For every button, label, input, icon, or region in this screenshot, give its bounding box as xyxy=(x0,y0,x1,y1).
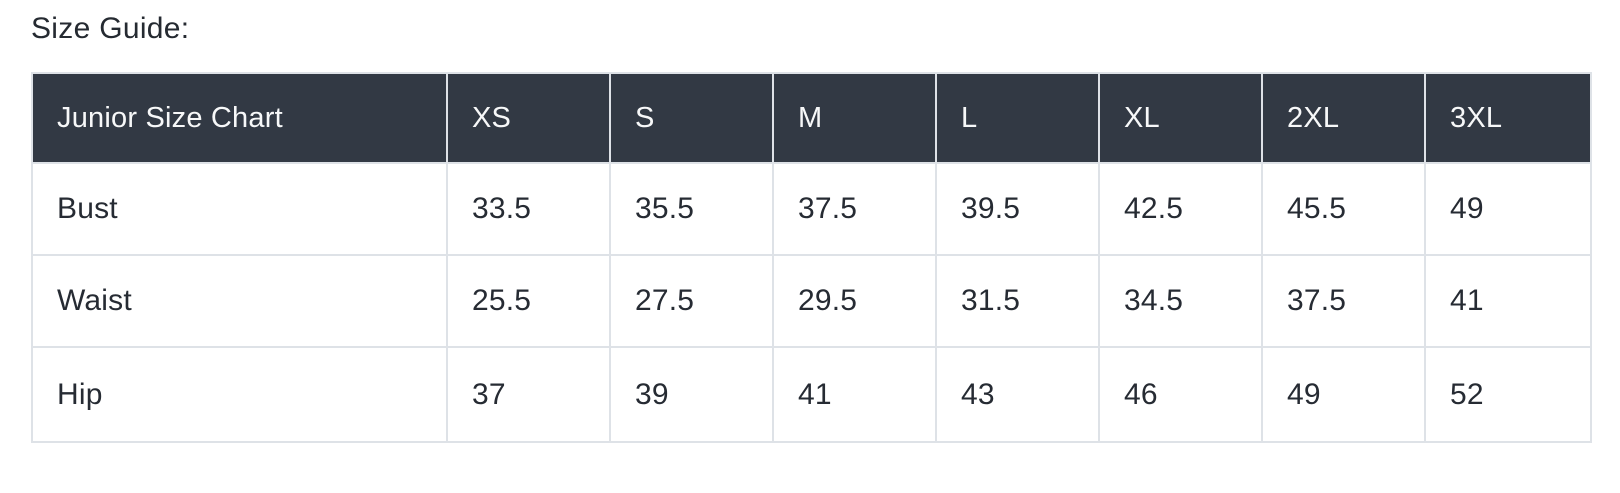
size-value-cell: 45.5 xyxy=(1261,162,1426,256)
size-value-cell: 43 xyxy=(935,346,1100,443)
header-cell-3xl: 3XL xyxy=(1424,72,1592,164)
size-value-cell: 39 xyxy=(609,346,774,443)
size-value-cell: 41 xyxy=(772,346,937,443)
table-row-waist: Waist 25.5 27.5 29.5 31.5 34.5 37.5 41 xyxy=(31,254,1592,348)
junior-size-chart-table: Junior Size Chart XS S M L XL 2XL 3XL Bu… xyxy=(31,72,1592,443)
row-label-waist: Waist xyxy=(31,254,448,348)
row-label-bust: Bust xyxy=(31,162,448,256)
size-value-cell: 49 xyxy=(1424,162,1592,256)
size-value-cell: 37.5 xyxy=(1261,254,1426,348)
header-cell-s: S xyxy=(609,72,774,164)
header-cell-xl: XL xyxy=(1098,72,1263,164)
size-guide-section: Size Guide: Junior Size Chart XS S M L X… xyxy=(31,12,1592,443)
size-value-cell: 27.5 xyxy=(609,254,774,348)
table-header-row: Junior Size Chart XS S M L XL 2XL 3XL xyxy=(31,72,1592,164)
size-value-cell: 52 xyxy=(1424,346,1592,443)
size-value-cell: 42.5 xyxy=(1098,162,1263,256)
header-cell-chart-name: Junior Size Chart xyxy=(31,72,448,164)
size-value-cell: 49 xyxy=(1261,346,1426,443)
row-label-hip: Hip xyxy=(31,346,448,443)
size-guide-title: Size Guide: xyxy=(31,12,190,45)
size-value-cell: 33.5 xyxy=(446,162,611,256)
table-row-bust: Bust 33.5 35.5 37.5 39.5 42.5 45.5 49 xyxy=(31,162,1592,256)
size-value-cell: 29.5 xyxy=(772,254,937,348)
size-value-cell: 25.5 xyxy=(446,254,611,348)
header-cell-2xl: 2XL xyxy=(1261,72,1426,164)
header-cell-m: M xyxy=(772,72,937,164)
size-value-cell: 46 xyxy=(1098,346,1263,443)
size-value-cell: 35.5 xyxy=(609,162,774,256)
size-value-cell: 34.5 xyxy=(1098,254,1263,348)
size-value-cell: 37.5 xyxy=(772,162,937,256)
header-cell-xs: XS xyxy=(446,72,611,164)
size-value-cell: 39.5 xyxy=(935,162,1100,256)
size-value-cell: 37 xyxy=(446,346,611,443)
header-cell-l: L xyxy=(935,72,1100,164)
table-row-hip: Hip 37 39 41 43 46 49 52 xyxy=(31,346,1592,443)
size-value-cell: 41 xyxy=(1424,254,1592,348)
size-value-cell: 31.5 xyxy=(935,254,1100,348)
